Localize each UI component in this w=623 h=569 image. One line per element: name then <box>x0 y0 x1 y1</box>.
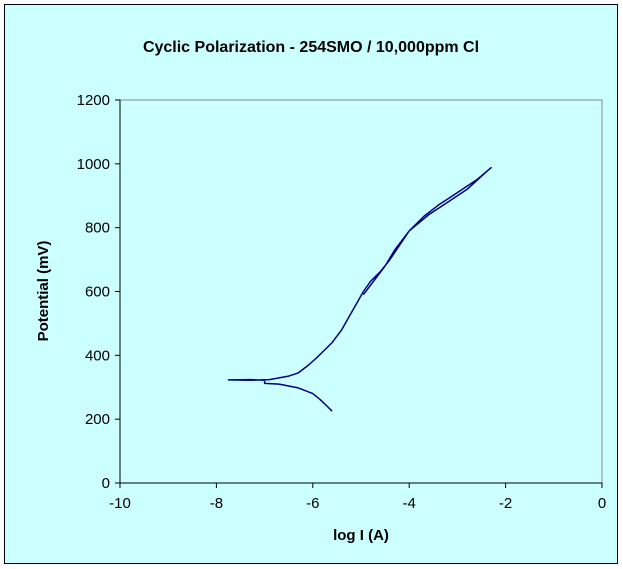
series-layer <box>227 166 492 412</box>
y-tick-label: 800 <box>85 220 110 237</box>
plot-area <box>119 99 603 484</box>
x-tick-label: -2 <box>499 495 512 512</box>
x-axis-label: log I (A) <box>333 527 389 544</box>
chart-title: Cyclic Polarization - 254SMO / 10,000ppm… <box>143 39 479 56</box>
y-tick-label: 200 <box>85 411 110 428</box>
x-tick-label: -8 <box>210 495 223 512</box>
y-axis-label: Potential (mV) <box>35 241 52 342</box>
x-tick-label: -10 <box>109 495 131 512</box>
y-axis-ticks: 0 200 400 600 800 1000 1200 <box>77 92 120 492</box>
y-tick-label: 0 <box>102 475 110 492</box>
chart-svg: Cyclic Polarization - 254SMO / 10,000ppm… <box>35 39 606 544</box>
y-tick-label: 1000 <box>77 156 110 173</box>
x-axis-ticks: -10 -8 -6 -4 -2 0 <box>109 483 606 512</box>
y-tick-label: 600 <box>85 284 110 301</box>
y-tick-label: 1200 <box>77 92 110 109</box>
y-tick-label: 400 <box>85 347 110 364</box>
x-tick-label: 0 <box>598 495 606 512</box>
x-tick-label: -4 <box>403 495 416 512</box>
chart-frame: Cyclic Polarization - 254SMO / 10,000ppm… <box>4 4 618 564</box>
polarization-curve <box>227 166 492 412</box>
x-tick-label: -6 <box>306 495 319 512</box>
